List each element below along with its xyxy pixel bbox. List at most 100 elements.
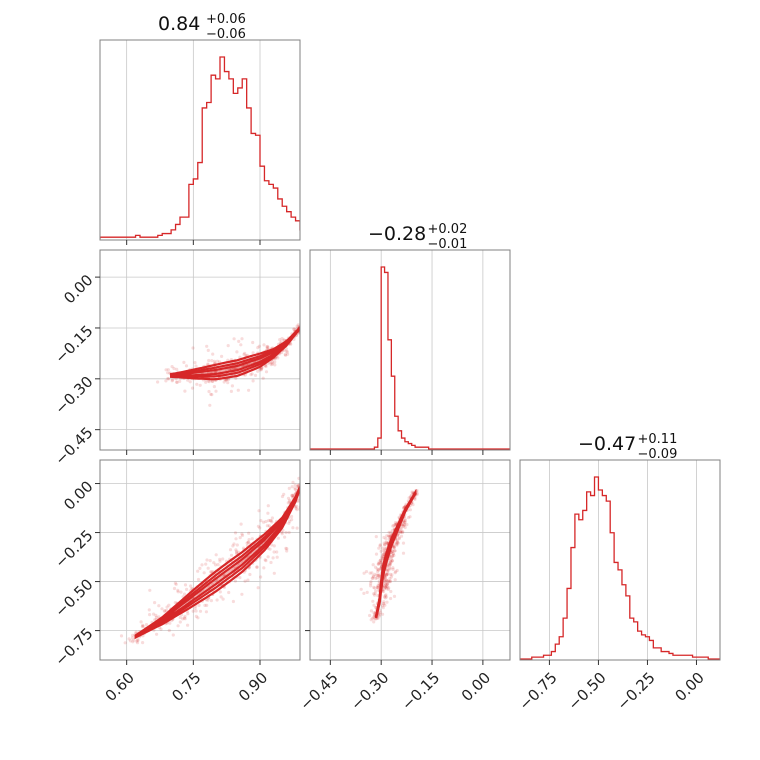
sample-point <box>256 586 260 590</box>
sample-point <box>233 579 237 583</box>
sample-point <box>153 618 157 622</box>
histogram-1-steps <box>100 56 300 239</box>
y-tick-label-param-2: −0.30 <box>51 373 96 418</box>
sample-point <box>153 601 157 605</box>
sample-point <box>194 609 198 613</box>
sample-point <box>402 520 406 524</box>
x-tick-label-param-3: 0.00 <box>671 669 707 705</box>
sample-point <box>263 364 267 368</box>
sample-point <box>381 554 385 558</box>
sample-point <box>374 535 378 539</box>
sample-point <box>393 571 397 575</box>
sample-point <box>288 519 292 523</box>
sample-point <box>377 574 381 578</box>
sample-point <box>391 566 395 570</box>
sample-point <box>376 562 381 566</box>
sample-point <box>283 535 287 539</box>
sample-point <box>410 490 414 494</box>
sample-point <box>128 639 133 643</box>
sample-point <box>393 541 397 545</box>
sample-point <box>394 542 399 547</box>
param-3-title: −0.47 <box>578 433 636 455</box>
sample-point <box>266 504 270 508</box>
sample-point <box>376 584 380 588</box>
sample-point <box>234 537 238 541</box>
sample-point <box>287 500 291 504</box>
sample-point <box>373 586 377 590</box>
sample-point <box>276 536 280 540</box>
sample-point <box>183 389 187 393</box>
sample-point <box>208 559 212 563</box>
axes: 0.60 0.75 0.90 −0.45 −0.30 −0.15 0.00 −0.75 −0.5… <box>51 240 708 714</box>
sample-point <box>291 480 295 484</box>
sample-point <box>191 346 195 350</box>
sample-point <box>386 570 390 574</box>
sample-point <box>196 616 200 620</box>
pair-2-contour-2 <box>134 486 300 639</box>
sample-point <box>369 584 373 588</box>
sample-point <box>262 520 266 524</box>
sample-point <box>369 609 373 613</box>
scatter-panel-2 <box>99 459 307 661</box>
sample-point <box>378 610 383 615</box>
sample-point <box>246 578 250 582</box>
sample-point <box>235 350 239 354</box>
sample-point <box>373 593 377 597</box>
sample-point <box>162 609 166 613</box>
sample-point <box>182 616 186 620</box>
sample-point <box>362 571 366 575</box>
sample-point <box>292 327 296 331</box>
sample-point <box>301 492 304 495</box>
sample-point <box>210 379 214 383</box>
sample-point <box>166 371 170 375</box>
sample-point <box>130 636 135 640</box>
sample-point <box>369 582 373 586</box>
sample-point <box>295 508 299 512</box>
sample-point <box>402 524 406 528</box>
x-tick-label-param-2: −0.45 <box>296 669 341 714</box>
sample-point <box>131 633 135 638</box>
sample-point <box>248 572 252 577</box>
sample-point <box>166 377 170 381</box>
sample-point <box>386 564 390 568</box>
sample-point <box>238 576 242 580</box>
sample-point <box>290 493 294 497</box>
sample-point <box>297 499 300 503</box>
sample-point <box>406 516 411 520</box>
sample-point <box>144 623 149 627</box>
sample-point <box>392 594 397 599</box>
sample-point <box>286 501 290 505</box>
param-2-lower-error: −0.01 <box>428 237 468 252</box>
sample-point <box>236 388 240 392</box>
sample-point <box>203 603 207 608</box>
sample-point <box>304 501 307 504</box>
sample-point <box>233 531 238 535</box>
sample-point <box>384 593 388 597</box>
sample-point <box>371 574 375 578</box>
sample-point <box>132 638 136 642</box>
sample-point <box>401 541 406 545</box>
hist-1-frame <box>99 39 301 241</box>
sample-point <box>362 591 366 596</box>
sample-point <box>207 389 211 394</box>
sample-point <box>249 373 253 377</box>
sample-point <box>266 345 270 350</box>
sample-point <box>400 530 405 535</box>
sample-point <box>257 509 261 513</box>
param-1-median: 0.84 <box>158 13 200 35</box>
sample-point <box>119 634 124 638</box>
sample-point <box>391 554 395 558</box>
sample-point <box>135 639 139 643</box>
sample-point <box>378 558 382 563</box>
sample-point <box>388 566 392 570</box>
sample-point <box>401 551 406 555</box>
sample-point <box>377 560 381 564</box>
sample-point <box>264 364 268 368</box>
sample-point <box>259 575 263 579</box>
sample-point <box>290 518 294 522</box>
sample-point <box>303 502 306 505</box>
sample-point <box>280 337 284 341</box>
y-tick-label-param-3: −0.25 <box>51 526 96 571</box>
sample-point <box>280 530 284 534</box>
sample-point <box>395 541 399 545</box>
